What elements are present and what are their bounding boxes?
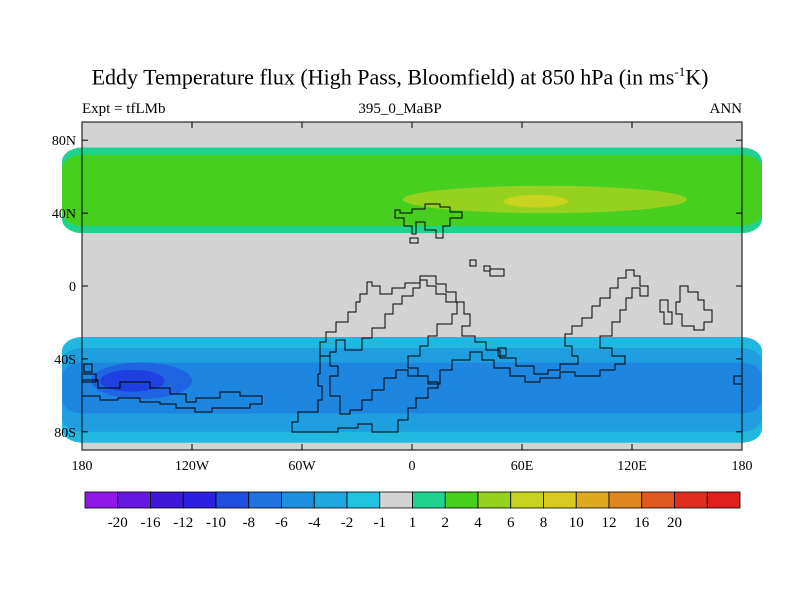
axes: 180 120W 60W 0 60E 120E 180 80N 40N 0 40S 80S xyxy=(52,121,753,474)
colorbar-swatch xyxy=(150,491,184,509)
chart-title: Eddy Temperature flux (High Pass, Bloomf… xyxy=(0,64,800,90)
x-tick-label: 0 xyxy=(409,459,416,474)
colorbar-label: 4 xyxy=(474,515,482,531)
colorbar-label: 20 xyxy=(667,515,682,531)
colorbar-swatch xyxy=(706,491,741,509)
colorbar-swatch xyxy=(84,491,119,509)
colorbar-swatch xyxy=(510,491,544,509)
colorbar-label: -1 xyxy=(374,515,387,531)
plot-area xyxy=(62,122,762,450)
colorbar-swatch xyxy=(444,491,479,509)
x-tick-label: 120E xyxy=(617,459,647,474)
colorbar-label: 6 xyxy=(507,515,515,531)
x-tick-label: 180 xyxy=(732,459,753,474)
colorbar-swatch xyxy=(117,491,151,509)
x-tick-label: 120W xyxy=(175,459,210,474)
colorbar-label: 16 xyxy=(634,515,650,531)
colorbar-label: -2 xyxy=(341,515,354,531)
colorbar-swatch xyxy=(281,491,315,509)
y-tick-label: 0 xyxy=(69,280,76,295)
contour-band--4-to--6 xyxy=(62,362,762,414)
colorbar-swatch xyxy=(412,491,446,509)
colorbar-label: -6 xyxy=(275,515,288,531)
y-tick-label: 80S xyxy=(54,426,76,441)
title-superscript: -1 xyxy=(674,64,686,79)
colorbar-label: -16 xyxy=(141,515,161,531)
colorbar-label: -10 xyxy=(206,515,226,531)
colorbar-label: -20 xyxy=(108,515,128,531)
y-tick-label: 40S xyxy=(54,353,76,368)
colorbar-label: 12 xyxy=(602,515,617,531)
colorbar-label: 8 xyxy=(540,515,548,531)
colorbar: -20 -16 -12 -10 -8 -6 -4 -2 -1 1 2 4 6 8 10 12 16 20 xyxy=(84,491,741,531)
title-suffix: K) xyxy=(685,64,709,90)
colorbar-swatch xyxy=(248,491,282,509)
coastline-outline xyxy=(82,203,742,433)
contour-band-2-to-4 xyxy=(62,154,762,226)
colorbar-swatch xyxy=(543,491,577,509)
experiment-label: Expt = tfLMb xyxy=(82,101,166,117)
y-tick-label: 40N xyxy=(52,207,76,222)
x-tick-label: 180 xyxy=(72,459,93,474)
colorbar-swatch xyxy=(674,491,708,509)
x-tick-label: 60W xyxy=(288,459,316,474)
period-label: 395_0_MaBP xyxy=(358,101,442,117)
colorbar-swatch xyxy=(641,491,675,509)
contour-band--8-to--10 xyxy=(100,369,165,392)
colorbar-label: -12 xyxy=(173,515,193,531)
x-tick-label: 60E xyxy=(511,459,534,474)
colorbar-label: 2 xyxy=(442,515,450,531)
contour-band-6-to-8 xyxy=(503,194,568,208)
season-label: ANN xyxy=(709,101,743,117)
colorbar-swatch xyxy=(215,491,250,509)
colorbar-swatch xyxy=(608,491,643,509)
title-text: Eddy Temperature flux (High Pass, Bloomf… xyxy=(91,64,675,90)
colorbar-label: 10 xyxy=(569,515,584,531)
colorbar-label: 1 xyxy=(409,515,417,531)
colorbar-swatch xyxy=(346,491,381,509)
y-tick-label: 80N xyxy=(52,134,76,149)
colorbar-swatch xyxy=(182,491,217,509)
colorbar-swatch xyxy=(313,491,348,509)
colorbar-swatch xyxy=(575,491,610,509)
colorbar-label: -4 xyxy=(308,515,321,531)
colorbar-swatch xyxy=(477,491,512,509)
colorbar-swatch xyxy=(379,491,413,509)
colorbar-label: -8 xyxy=(243,515,256,531)
